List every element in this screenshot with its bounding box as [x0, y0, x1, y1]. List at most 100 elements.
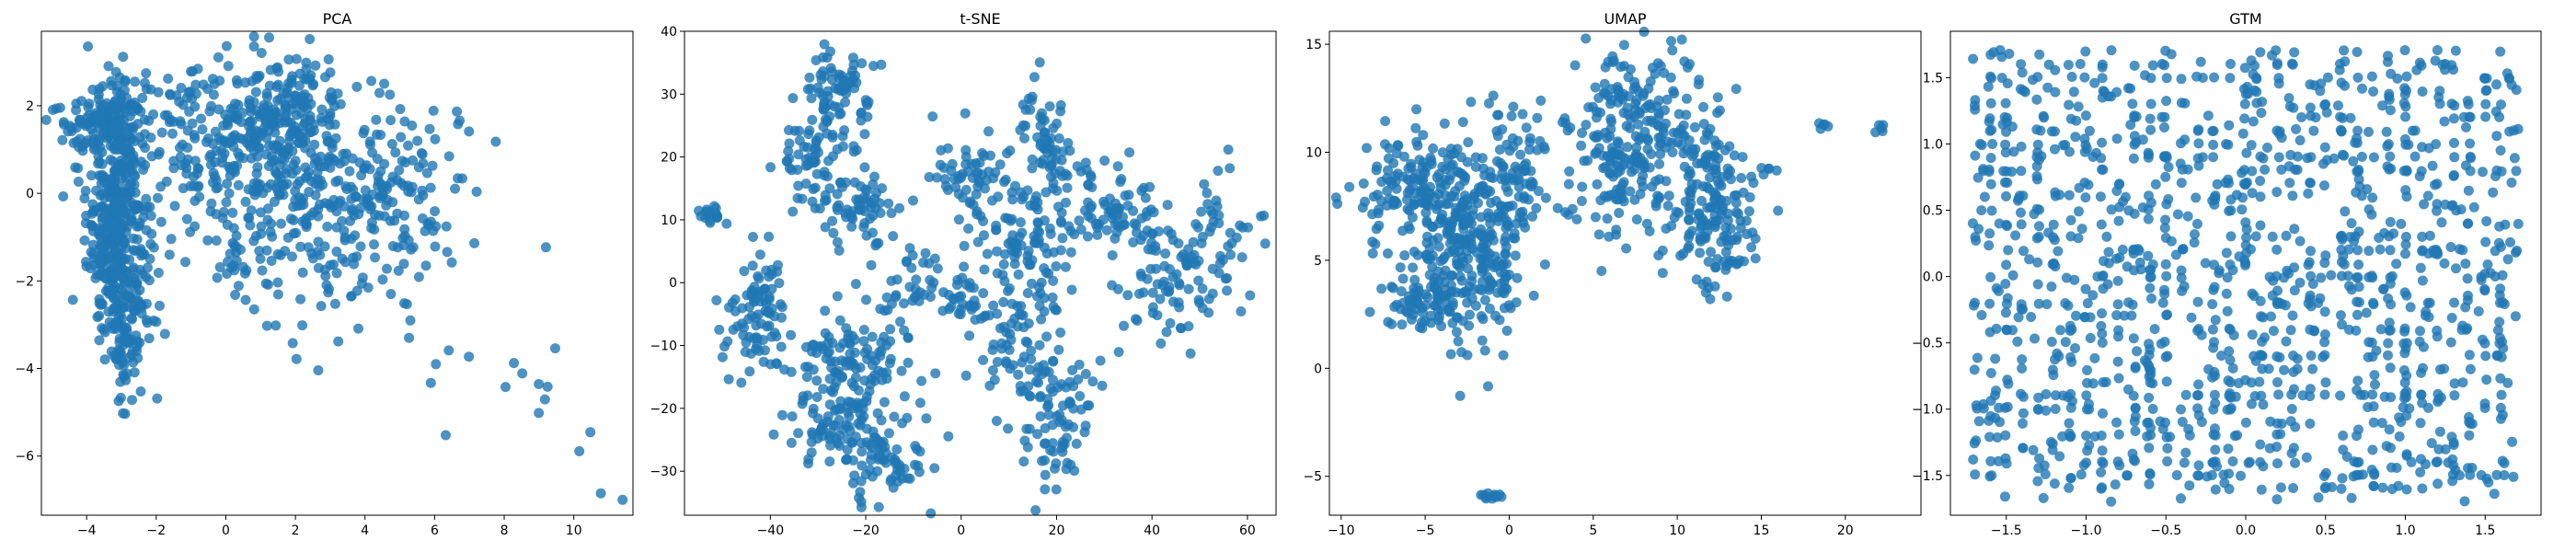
scatter-point: [331, 247, 342, 257]
scatter-point: [2066, 356, 2077, 367]
scatter-point: [1426, 282, 1436, 293]
scatter-point: [1673, 207, 1685, 218]
scatter-point: [120, 75, 131, 86]
scatter-point: [269, 196, 280, 207]
scatter-point: [2383, 51, 2393, 62]
scatter-point: [1466, 270, 1478, 282]
scatter-point: [2465, 166, 2476, 177]
scatter-point: [808, 364, 819, 375]
scatter-point: [146, 228, 157, 239]
scatter-point: [837, 181, 847, 192]
scatter-point: [1383, 248, 1393, 259]
scatter-point: [307, 80, 318, 91]
scatter-point: [353, 323, 363, 334]
scatter-point: [2207, 324, 2218, 335]
scatter-point: [374, 87, 385, 98]
scatter-point: [1614, 208, 1625, 218]
scatter-point: [696, 211, 707, 222]
scatter-point: [2385, 362, 2396, 374]
scatter-point: [1483, 381, 1493, 392]
scatter-point: [91, 185, 102, 196]
scatter-point: [2386, 163, 2397, 174]
scatter-point: [2161, 376, 2172, 387]
scatter-point: [711, 210, 722, 221]
scatter-point: [1463, 253, 1474, 264]
scatter-point: [1025, 391, 1036, 402]
scatter-point: [2363, 126, 2374, 137]
scatter-point: [540, 242, 551, 253]
scatter-point: [1689, 121, 1700, 132]
scatter-point: [1985, 368, 1996, 378]
scatter-point: [2122, 261, 2133, 272]
scatter-point: [2396, 218, 2407, 229]
scatter-point: [1040, 438, 1051, 449]
scatter-point: [1650, 201, 1662, 212]
scatter-point: [884, 358, 895, 369]
scatter-point: [1095, 355, 1106, 366]
scatter-point: [97, 214, 108, 225]
axes-frame: [684, 30, 1277, 516]
scatter-point: [118, 52, 129, 63]
scatter-point: [2349, 236, 2360, 247]
scatter-point: [2491, 469, 2502, 480]
scatter-point: [2064, 428, 2075, 439]
scatter-point: [841, 323, 852, 334]
scatter-point: [759, 283, 770, 294]
scatter-point: [97, 169, 108, 180]
scatter-point: [1099, 155, 1110, 167]
scatter-point: [1041, 331, 1052, 342]
scatter-point: [1022, 442, 1033, 453]
scatter-point: [1458, 224, 1469, 235]
scatter-point: [2393, 480, 2404, 491]
scatter-point: [2210, 315, 2221, 326]
scatter-point: [261, 132, 272, 144]
scatter-point: [2316, 272, 2327, 283]
scatter-point: [2182, 211, 2193, 222]
scatter-point: [2307, 363, 2318, 374]
scatter-point: [2297, 390, 2308, 401]
scatter-point: [1678, 120, 1689, 131]
scatter-point: [231, 241, 242, 252]
scatter-point: [1175, 323, 1186, 333]
scatter-point: [1408, 309, 1419, 320]
scatter-point: [2465, 138, 2476, 149]
scatter-point: [1062, 170, 1073, 181]
scatter-point: [385, 89, 396, 100]
scatter-point: [164, 249, 175, 260]
scatter-point: [214, 262, 225, 272]
scatter-point: [339, 225, 350, 236]
scatter-point: [1404, 205, 1415, 216]
scatter-point: [2050, 390, 2061, 401]
scatter-point: [292, 201, 303, 212]
scatter-point: [1009, 246, 1020, 257]
scatter-point: [744, 302, 754, 313]
scatter-point: [1393, 140, 1404, 151]
scatter-point: [1061, 382, 1072, 393]
scatter-point: [1750, 253, 1761, 264]
scatter-point: [2417, 483, 2428, 494]
scatter-point: [2247, 288, 2258, 299]
scatter-point: [2208, 152, 2219, 163]
scatter-point: [2335, 390, 2346, 401]
scatter-point: [1115, 222, 1125, 233]
scatter-point: [2353, 259, 2364, 270]
scatter-point: [802, 84, 813, 95]
scatter-point: [181, 163, 192, 173]
scatter-point: [2434, 426, 2445, 437]
scatter-point: [299, 96, 310, 107]
scatter-point: [2386, 443, 2396, 454]
scatter-point: [327, 138, 338, 149]
scatter-point: [2454, 470, 2465, 481]
scatter-point: [1483, 257, 1494, 268]
scatter-point: [2162, 351, 2173, 362]
scatter-point: [1196, 206, 1207, 217]
scatter-point: [1823, 121, 1834, 132]
scatter-point: [240, 294, 251, 305]
scatter-point: [2294, 236, 2306, 247]
scatter-point: [2463, 218, 2474, 229]
scatter-point: [344, 166, 355, 177]
scatter-point: [370, 209, 381, 220]
scatter-point: [140, 143, 151, 154]
scatter-point: [974, 177, 985, 188]
scatter-point: [1410, 291, 1421, 302]
